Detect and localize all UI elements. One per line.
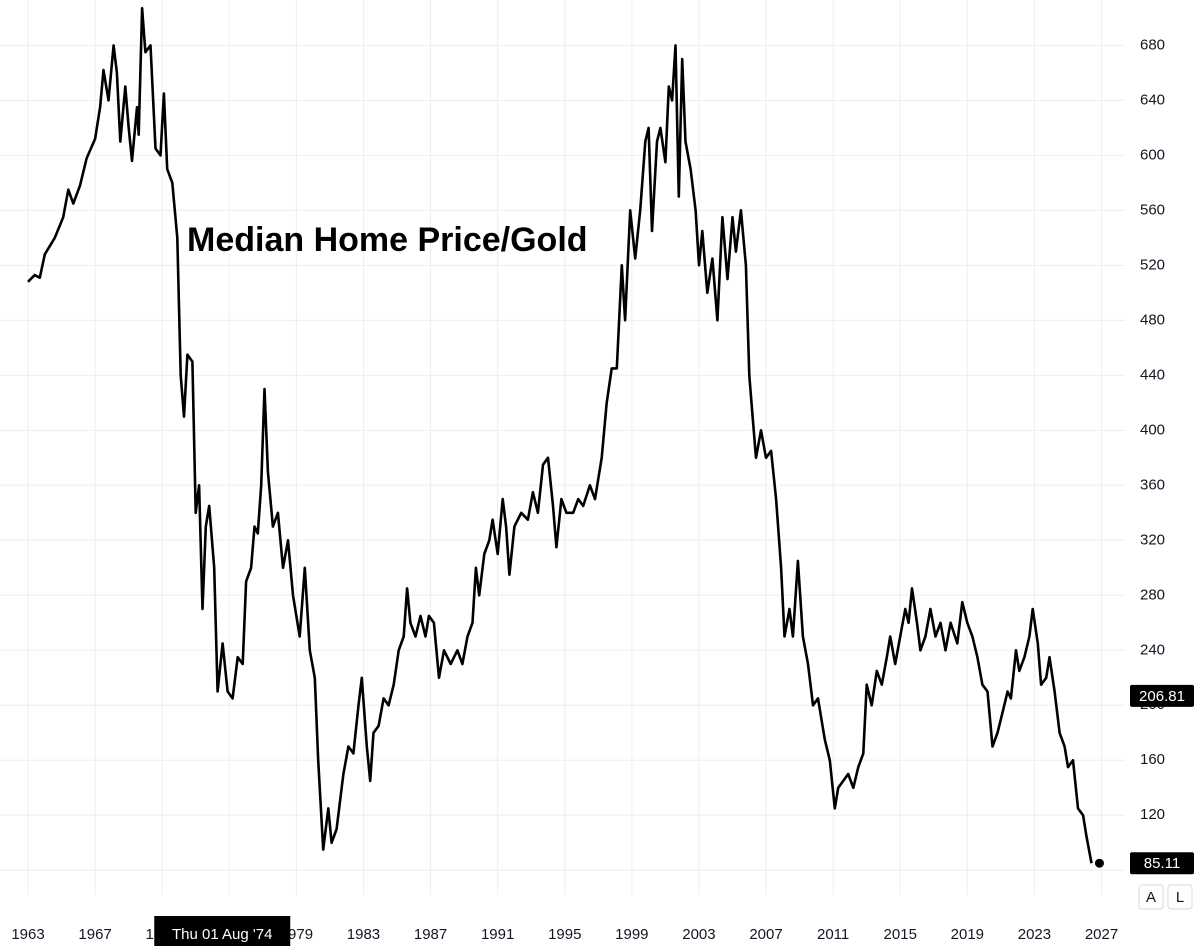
y-tick-label: 120 — [1140, 806, 1165, 823]
y-tick-label: 440 — [1140, 366, 1165, 383]
plot — [27, 6, 1104, 868]
crosshair-date-label: Thu 01 Aug '74 — [172, 926, 272, 943]
crosshair-price-badge — [1130, 684, 1194, 707]
x-tick-label: 1991 — [481, 926, 514, 943]
x-tick-label: 1987 — [414, 926, 447, 943]
y-tick-label: 240 — [1140, 641, 1165, 658]
grid — [0, 0, 1125, 895]
x-tick-label: 1999 — [615, 926, 648, 943]
y-tick-label: 400 — [1140, 421, 1165, 438]
x-tick-label: 2019 — [951, 926, 984, 943]
y-tick-label: 560 — [1140, 201, 1165, 218]
y-tick-label: 640 — [1140, 91, 1165, 108]
scale-button-label[interactable]: L — [1176, 889, 1184, 906]
line-series — [27, 6, 1093, 864]
last-value-badge — [1130, 852, 1194, 875]
x-tick-label: 2023 — [1018, 926, 1051, 943]
scale-button[interactable] — [1167, 884, 1193, 910]
x-tick-label: 2027 — [1085, 926, 1118, 943]
chart-title: Median Home Price/Gold — [187, 221, 588, 259]
x-tick-label: 2015 — [884, 926, 917, 943]
scale-button-label[interactable]: A — [1146, 889, 1156, 906]
x-tick-label: 1963 — [11, 926, 44, 943]
last-value-label: 85.11 — [1144, 855, 1180, 872]
scale-button[interactable] — [1138, 884, 1164, 910]
y-tick-label: 360 — [1140, 476, 1165, 493]
y-tick-label: 600 — [1140, 146, 1165, 163]
last-point — [1094, 858, 1104, 868]
crosshair-price-label: 206.81 — [1139, 688, 1185, 705]
y-tick-label: 680 — [1140, 36, 1165, 53]
y-tick-label: 520 — [1140, 256, 1165, 273]
y-tick-label: 320 — [1140, 531, 1165, 548]
x-tick-label: 2003 — [682, 926, 715, 943]
x-tick-label: 1983 — [347, 926, 380, 943]
x-tick-label: 2011 — [817, 926, 849, 943]
y-tick-label: 480 — [1140, 311, 1165, 328]
x-tick-label: 1995 — [548, 926, 581, 943]
y-tick-label: 280 — [1140, 586, 1165, 603]
y-tick-label: 160 — [1140, 751, 1165, 768]
crosshair-date-badge — [154, 916, 291, 946]
x-tick-label: 2007 — [749, 926, 782, 943]
axes: 8012016020024028032036040044048052056060… — [11, 36, 1194, 946]
x-tick-label: 1967 — [78, 926, 111, 943]
